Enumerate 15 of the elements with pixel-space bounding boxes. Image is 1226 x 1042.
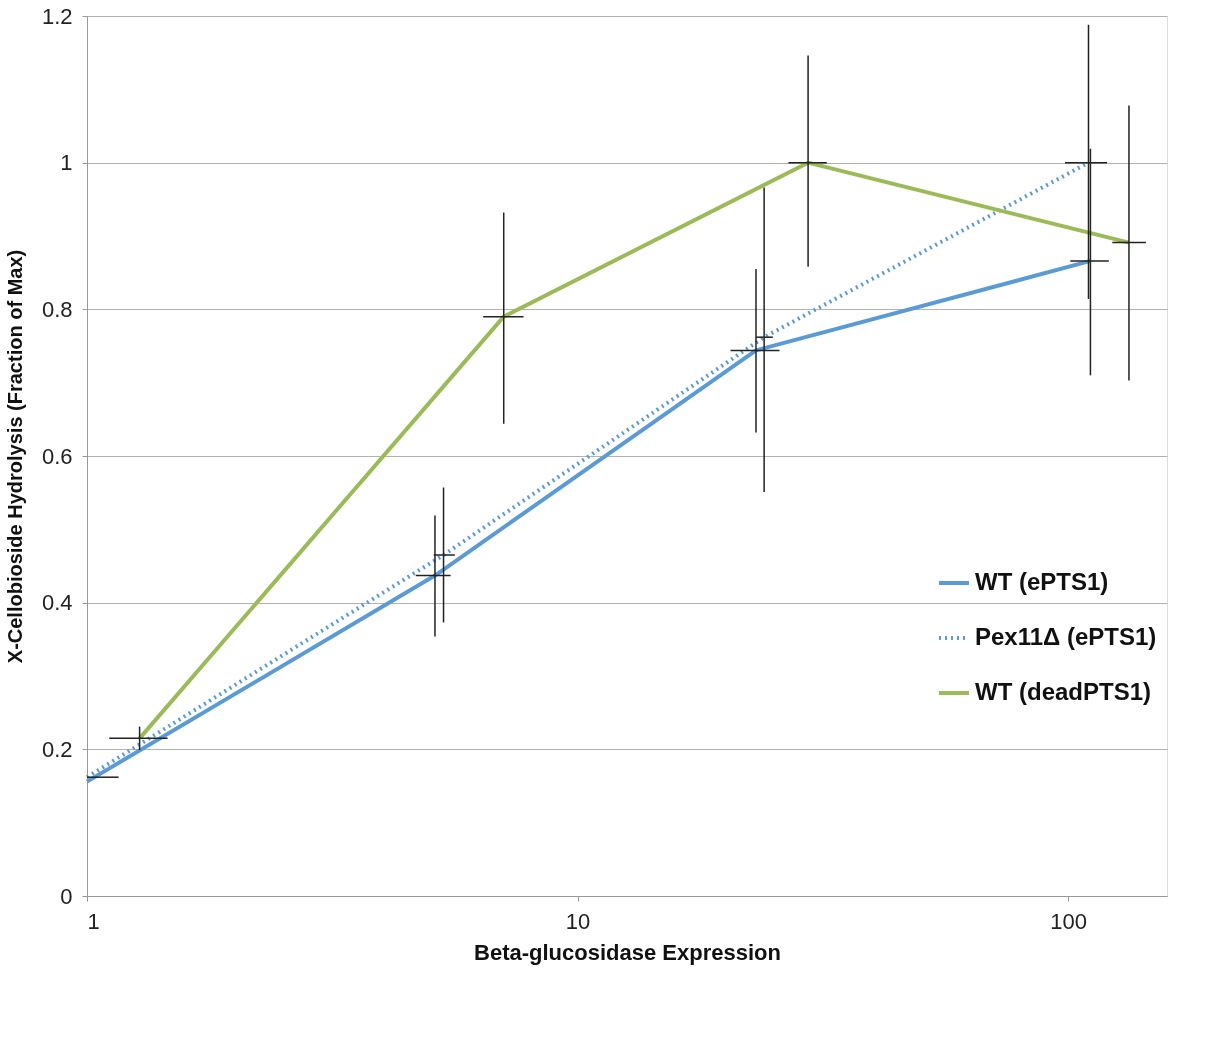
legend-label: WT (ePTS1) — [975, 568, 1109, 595]
x-tick-label: 1 — [87, 908, 100, 934]
y-axis-title: X-Cellobioside Hydrolysis (Fraction of Max) — [3, 249, 26, 664]
legend-label: WT (deadPTS1) — [975, 678, 1152, 705]
y-tick-label: 0.4 — [41, 590, 73, 616]
y-tick-label: 0.2 — [41, 736, 73, 762]
x-axis-title: Beta-glucosidase Expression — [474, 939, 781, 965]
y-tick-label: 0 — [60, 883, 73, 909]
x-tick-label: 100 — [1050, 908, 1088, 934]
legend-label: Pex11Δ (ePTS1) — [975, 623, 1157, 650]
y-tick-label: 0.8 — [41, 296, 73, 322]
x-tick-label: 10 — [565, 908, 591, 934]
y-tick-label: 1 — [60, 150, 73, 176]
y-tick-label: 0.6 — [41, 443, 73, 469]
y-tick-label: 1.2 — [41, 3, 73, 29]
